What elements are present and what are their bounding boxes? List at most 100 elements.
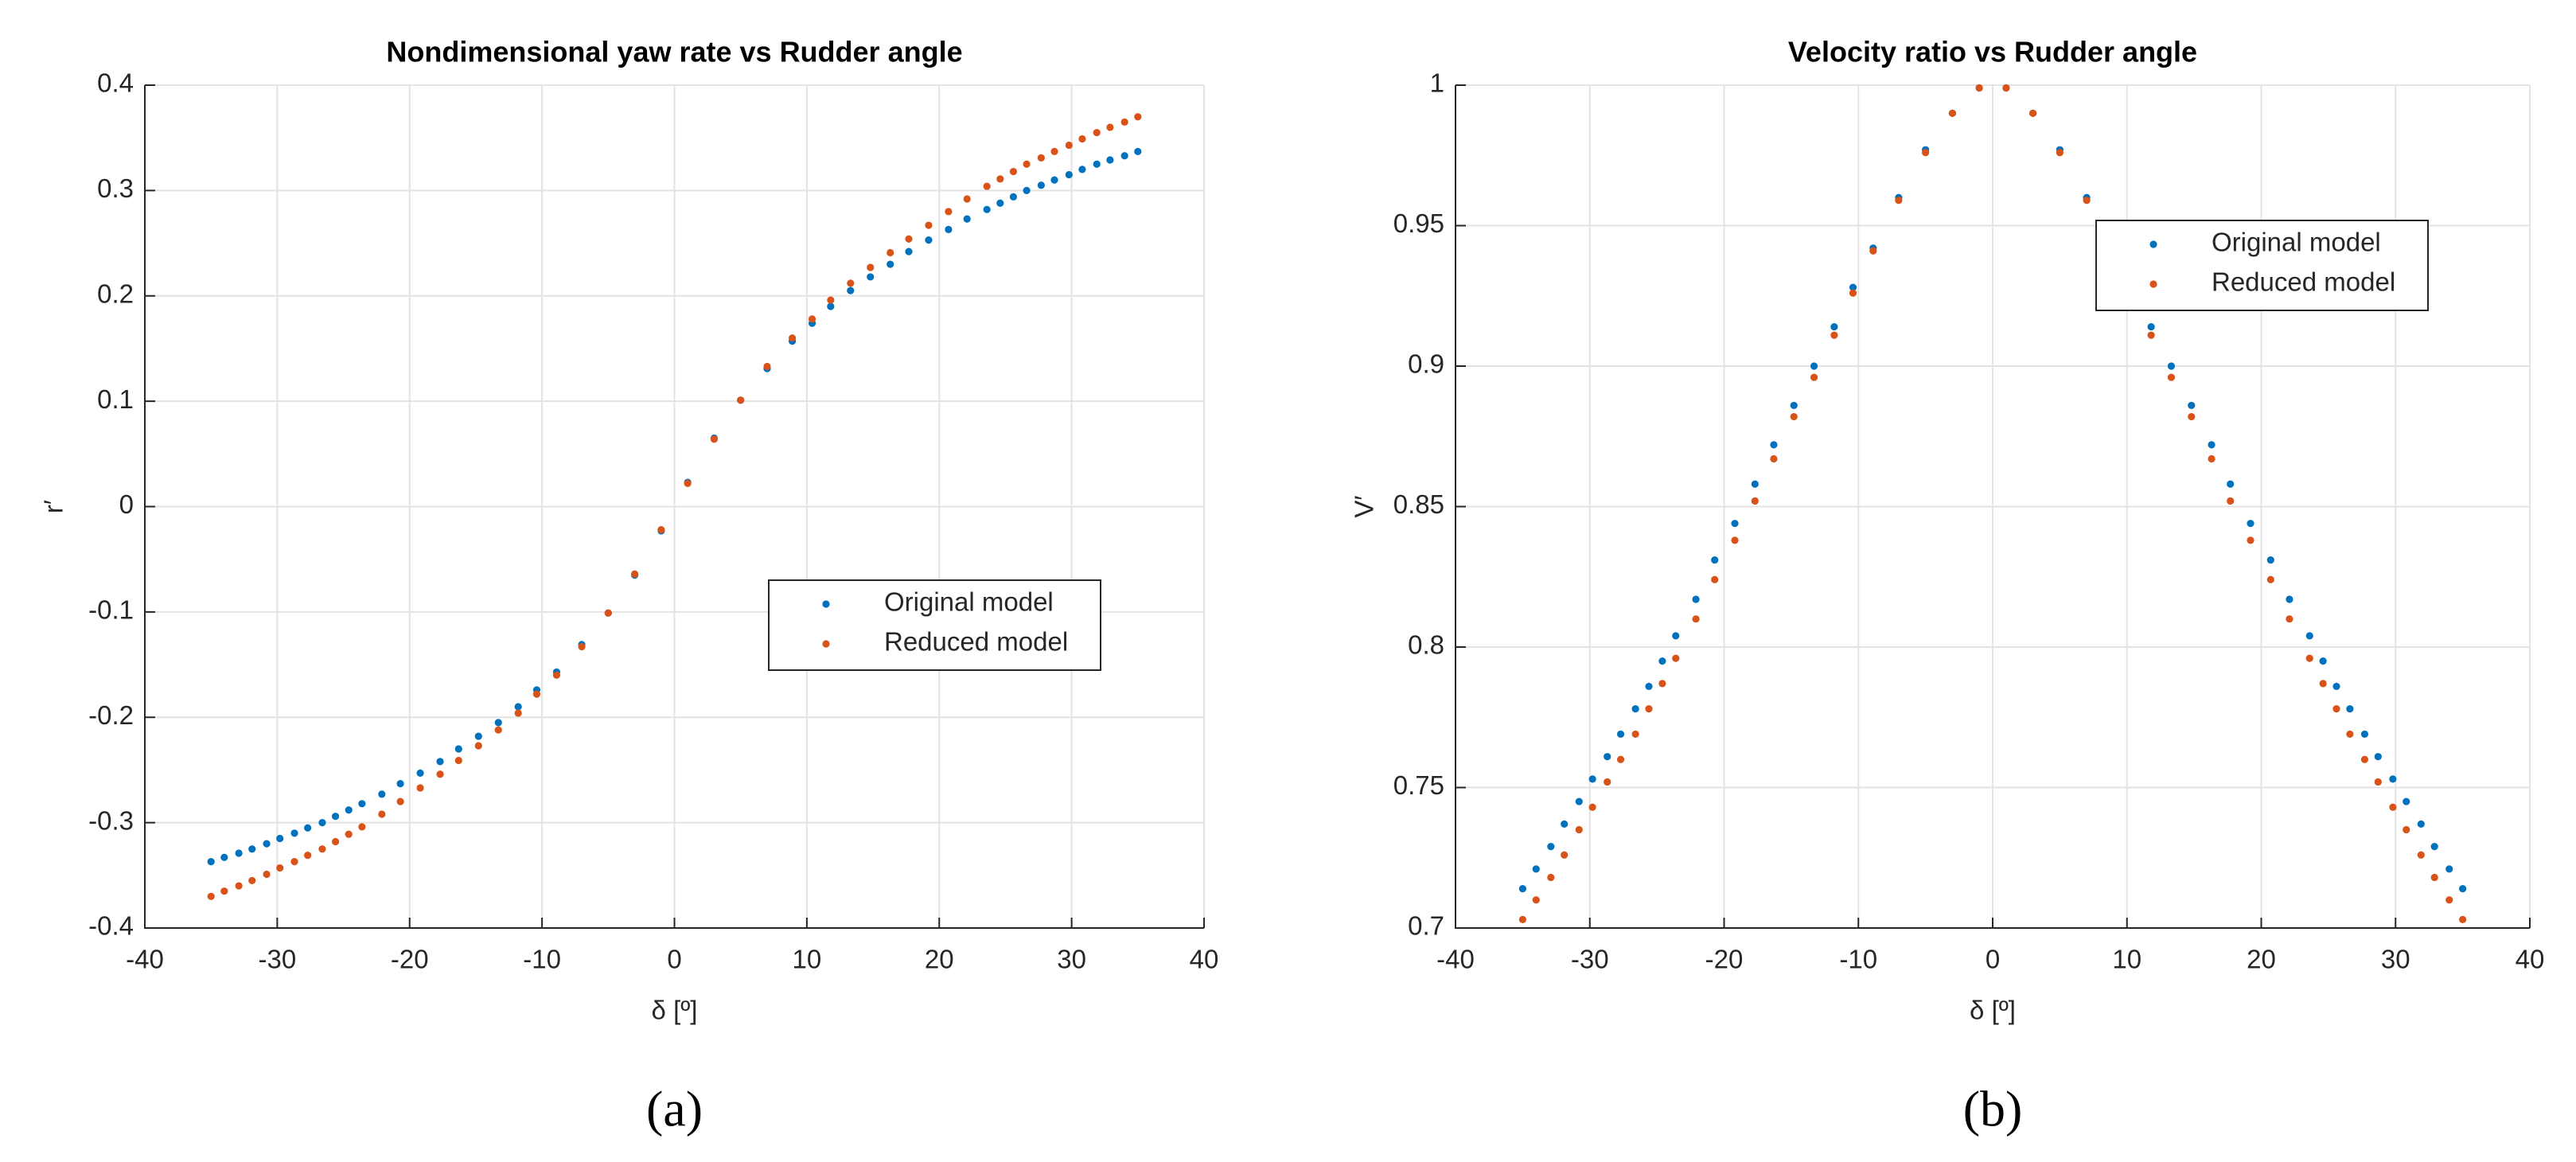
legend-marker — [822, 600, 830, 608]
legend: Original model Reduced model — [2095, 220, 2429, 311]
data-point — [1645, 705, 1653, 713]
data-point — [2167, 373, 2176, 381]
data-point — [808, 315, 816, 323]
x-tick-label: 30 — [1057, 945, 1086, 974]
data-point — [2319, 680, 2327, 688]
data-point — [710, 435, 719, 443]
data-point — [1645, 682, 1653, 691]
data-point — [331, 837, 340, 846]
data-point — [2332, 682, 2340, 691]
data-point — [684, 479, 692, 487]
data-point — [1672, 654, 1680, 662]
chart: -40 -30 -20 -10 0 10 20 30 40 -0.4 -0.3 -0.2 -0.1 0 0.… — [39, 36, 1219, 1137]
data-point — [905, 248, 913, 255]
data-point — [1895, 197, 1903, 205]
x-tick-label: -40 — [126, 945, 164, 974]
data-point — [1658, 657, 1666, 665]
data-point — [2208, 441, 2216, 449]
data-point — [2083, 197, 2091, 205]
data-point — [1588, 803, 1596, 811]
data-point — [2167, 362, 2176, 370]
x-axis-label: δ [º] — [1970, 996, 2016, 1025]
chart-title: Nondimensional yaw rate vs Rudder angle — [386, 36, 962, 68]
data-point — [1093, 128, 1101, 137]
y-tick-label: 0.7 — [1408, 911, 1444, 941]
data-point — [2346, 705, 2354, 713]
data-point — [983, 205, 991, 213]
data-point — [2147, 331, 2155, 339]
x-axis-label: δ [º] — [652, 996, 698, 1025]
data-point — [2305, 632, 2313, 640]
data-point — [1616, 755, 1625, 763]
x-tick-label: 20 — [925, 945, 954, 974]
y-tick-label: -0.3 — [88, 805, 134, 835]
data-point — [416, 784, 424, 792]
data-point — [1134, 147, 1142, 155]
legend-box — [2095, 220, 2429, 311]
y-tick-label: 0.4 — [97, 68, 134, 98]
data-point — [1604, 753, 1611, 761]
x-tick-label: -30 — [259, 945, 297, 974]
data-point — [2374, 753, 2382, 761]
y-tick-label: -0.2 — [88, 700, 134, 730]
data-point — [1692, 615, 1700, 623]
data-point — [1975, 84, 1983, 92]
data-point — [494, 726, 502, 734]
data-point — [1532, 865, 1540, 873]
data-point — [827, 302, 835, 310]
data-point — [996, 175, 1004, 183]
data-point — [1134, 113, 1142, 121]
data-point — [1561, 820, 1569, 828]
data-point — [2360, 730, 2369, 739]
x-tick-label: 30 — [2381, 945, 2410, 974]
data-point — [847, 287, 855, 294]
data-point — [2389, 803, 2397, 811]
data-point — [1731, 536, 1739, 544]
data-point — [1023, 186, 1031, 194]
data-point — [454, 745, 462, 753]
data-point — [263, 870, 271, 879]
caption: (b) — [1963, 1081, 2023, 1137]
y-tick-label: 0.85 — [1393, 489, 1444, 519]
data-point — [2459, 884, 2467, 893]
data-point — [276, 864, 284, 872]
data-point — [1790, 412, 1798, 421]
y-tick-label: 0 — [119, 489, 134, 519]
caption: (a) — [646, 1081, 703, 1137]
data-point — [304, 824, 312, 832]
x-tick-label: -20 — [391, 945, 429, 974]
data-point — [474, 732, 482, 740]
axis-line — [1455, 85, 2530, 929]
x-tick-label: 10 — [2112, 945, 2141, 974]
legend-box — [768, 579, 1101, 671]
data-point — [2360, 755, 2369, 763]
legend-marker — [822, 640, 830, 648]
data-point — [983, 182, 991, 190]
data-point — [1672, 632, 1680, 640]
data-point — [436, 770, 444, 778]
data-point — [1561, 851, 1569, 859]
x-tick-label: -30 — [1571, 945, 1609, 974]
data-point — [1922, 149, 1930, 157]
data-point — [604, 609, 612, 617]
data-point — [2459, 915, 2467, 924]
data-point — [1711, 556, 1719, 564]
legend-label: Original model — [884, 587, 1054, 617]
data-point — [358, 800, 366, 808]
data-point — [1093, 160, 1101, 168]
data-point — [2403, 797, 2410, 805]
data-point — [1106, 156, 1114, 164]
data-point — [235, 849, 243, 857]
data-point — [1575, 825, 1583, 834]
data-point — [1120, 152, 1128, 160]
x-tick-label: 0 — [667, 945, 681, 974]
data-point — [331, 813, 340, 821]
y-axis-label: V′ — [1350, 495, 1379, 517]
data-point — [263, 840, 271, 848]
data-point — [358, 823, 366, 831]
data-point — [207, 892, 215, 900]
data-point — [887, 248, 894, 257]
data-point — [220, 853, 228, 861]
data-point — [2286, 595, 2293, 603]
data-point — [1616, 730, 1625, 739]
